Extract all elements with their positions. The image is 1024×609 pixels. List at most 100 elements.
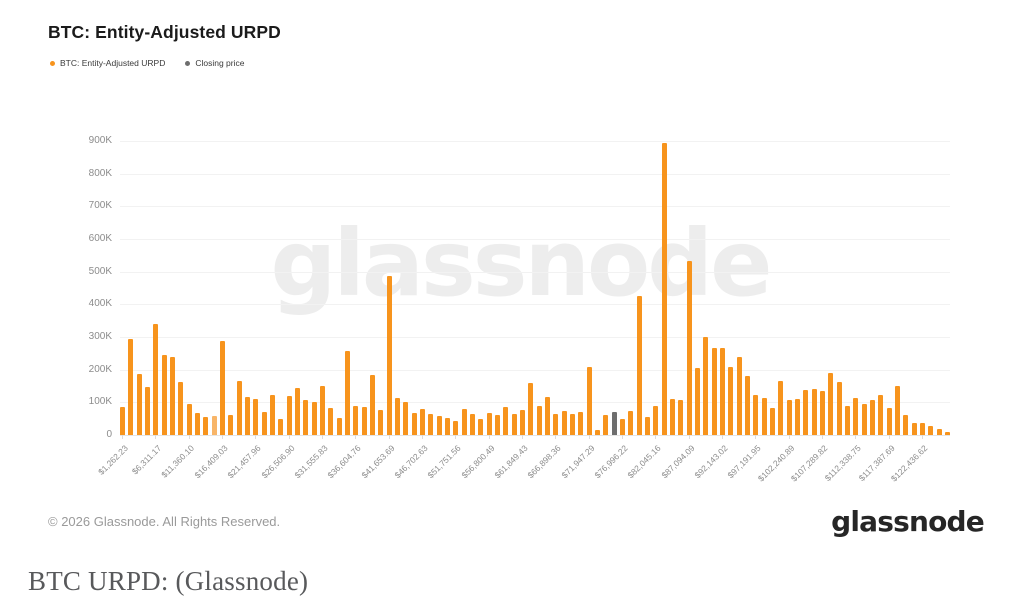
x-axis-tick-label: $56,800.49 — [459, 443, 497, 481]
urpd-bar — [495, 415, 500, 435]
urpd-bar — [303, 400, 309, 435]
urpd-bar — [695, 367, 700, 435]
urpd-bar — [353, 405, 359, 435]
chart-title: BTC: Entity-Adjusted URPD — [48, 22, 281, 42]
urpd-bar — [128, 339, 134, 435]
glassnode-chart-card: glassnode BTC: Entity-Adjusted URPD BTC:… — [48, 22, 985, 538]
y-axis-tick-label: 200K — [88, 363, 112, 375]
x-axis-tickmark — [788, 435, 790, 439]
urpd-bar — [411, 412, 417, 435]
urpd-bar — [328, 408, 334, 435]
urpd-bar — [678, 399, 684, 435]
urpd-bar — [770, 407, 775, 435]
urpd-bar — [386, 275, 392, 435]
urpd-bar — [428, 414, 434, 435]
x-axis-tick-label: $1,262.23 — [95, 443, 130, 477]
y-axis-tick-label: 400K — [88, 298, 112, 310]
urpd-bar — [378, 409, 384, 435]
urpd-bar — [720, 347, 725, 435]
urpd-bar — [161, 354, 167, 435]
x-axis-tickmark — [822, 435, 823, 439]
urpd-bar — [795, 399, 800, 435]
urpd-bar — [853, 398, 859, 435]
plot-area-wrap: glassnode BTC: Entity-Adjusted URPD BTC:… — [48, 22, 950, 484]
urpd-bar — [578, 411, 584, 435]
urpd-bar — [553, 414, 559, 435]
urpd-bar — [745, 375, 750, 435]
urpd-bar — [536, 405, 542, 435]
gridline — [120, 304, 950, 306]
gridline — [120, 435, 950, 436]
urpd-bar — [245, 396, 250, 435]
x-axis-tick-label: $71,947.29 — [559, 443, 597, 481]
urpd-bar — [703, 336, 709, 435]
urpd-bar — [286, 396, 292, 435]
urpd-bar — [520, 410, 525, 435]
legend-label-closing-price: Closing price — [195, 58, 245, 68]
urpd-bar — [486, 412, 492, 435]
x-axis-tickmark — [855, 435, 857, 439]
y-axis-tick-label: 300K — [88, 331, 112, 342]
urpd-bar — [895, 386, 900, 435]
x-axis-tickmark — [255, 435, 257, 439]
legend-dot-urpd-icon — [50, 60, 55, 66]
urpd-bar — [686, 260, 692, 435]
urpd-bar — [661, 142, 667, 435]
x-axis-tickmark — [288, 435, 290, 439]
urpd-bar — [861, 404, 867, 435]
y-axis-tick-label: 100K — [88, 396, 112, 408]
urpd-bar — [445, 417, 450, 435]
copyright-text: © 2026 Glassnode. All Rights Reserved. — [48, 514, 281, 529]
urpd-bar — [270, 395, 275, 435]
urpd-bar — [636, 296, 642, 435]
legend-item-closing-price: Closing price — [185, 58, 244, 68]
urpd-bar — [653, 405, 659, 435]
x-axis-tickmark — [422, 435, 423, 439]
gridline — [120, 206, 950, 208]
urpd-bar — [878, 394, 884, 435]
urpd-bar — [203, 417, 209, 435]
x-axis-tickmark — [522, 435, 523, 439]
x-axis-tickmark — [355, 435, 357, 439]
closing-price-bar — [611, 412, 617, 435]
x-axis-tick-label: $21,457.96 — [225, 443, 263, 481]
gridline — [120, 369, 950, 371]
urpd-bar — [845, 405, 850, 435]
urpd-bar — [145, 386, 150, 435]
urpd-bar — [711, 348, 717, 435]
y-axis-tick-label: 500K — [88, 265, 112, 277]
x-axis-tickmark — [622, 435, 623, 439]
x-axis-tick-label: $92,143.02 — [692, 443, 730, 481]
x-axis-tick-label: $46,702.63 — [392, 443, 430, 481]
x-axis-tickmark — [155, 435, 157, 439]
urpd-bar — [195, 412, 200, 435]
urpd-bar — [928, 425, 934, 435]
urpd-bar — [945, 432, 950, 435]
urpd-bar — [511, 414, 517, 435]
urpd-bar — [320, 386, 325, 435]
legend-label-urpd: BTC: Entity-Adjusted URPD — [60, 58, 166, 68]
urpd-bar — [253, 399, 259, 435]
urpd-bar — [870, 400, 875, 435]
urpd-bar — [728, 366, 734, 435]
x-axis-tick-label: $51,751.56 — [425, 443, 463, 481]
legend-item-urpd: BTC: Entity-Adjusted URPD — [50, 58, 165, 68]
urpd-bar — [803, 389, 809, 435]
urpd-bar — [295, 388, 300, 435]
urpd-bar-plot — [120, 141, 950, 436]
urpd-bar — [395, 398, 400, 435]
urpd-bar — [886, 408, 892, 435]
urpd-bar — [120, 406, 125, 435]
x-axis-tickmark — [755, 435, 757, 439]
x-axis-tickmark — [888, 435, 890, 439]
urpd-bar — [903, 415, 909, 435]
glassnode-logo: glassnode — [831, 505, 985, 538]
urpd-bar — [178, 381, 184, 435]
y-axis-tick-label: 700K — [88, 200, 112, 212]
urpd-bar — [228, 415, 234, 435]
gridline — [120, 239, 950, 240]
page-caption: BTC URPD: (Glassnode) — [28, 566, 309, 596]
x-axis-tickmark — [555, 435, 557, 439]
x-axis-tick-label: $76,996.22 — [592, 443, 630, 481]
x-axis-tick-label: $16,409.03 — [192, 443, 230, 481]
